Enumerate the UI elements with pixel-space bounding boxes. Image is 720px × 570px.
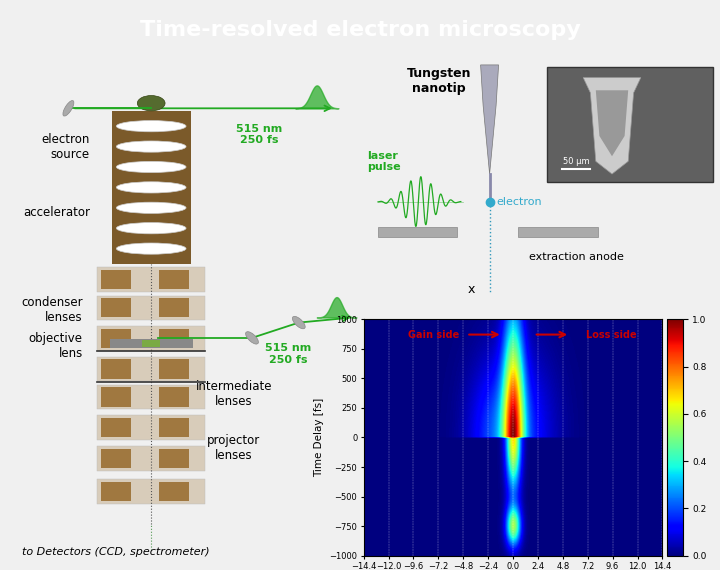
Bar xyxy=(159,329,189,348)
Bar xyxy=(97,446,205,470)
Bar xyxy=(159,298,189,317)
Bar xyxy=(101,449,131,468)
Bar xyxy=(101,482,131,501)
Ellipse shape xyxy=(117,121,186,132)
Bar xyxy=(518,227,598,237)
Bar xyxy=(159,388,189,407)
Bar xyxy=(97,295,205,320)
Text: accelerator: accelerator xyxy=(23,206,90,219)
Text: extraction anode: extraction anode xyxy=(528,253,624,262)
Ellipse shape xyxy=(117,141,186,152)
Ellipse shape xyxy=(117,243,186,254)
Bar xyxy=(101,418,131,437)
Text: 50 μm: 50 μm xyxy=(563,157,589,166)
Text: projector
lenses: projector lenses xyxy=(207,434,261,462)
Bar xyxy=(97,416,205,440)
Bar xyxy=(109,339,193,348)
Text: intermediate
lenses: intermediate lenses xyxy=(196,380,272,408)
Bar xyxy=(97,479,205,504)
Ellipse shape xyxy=(246,332,258,344)
Text: Tungsten
nanotip: Tungsten nanotip xyxy=(407,67,472,95)
Text: 515 nm
250 fs: 515 nm 250 fs xyxy=(265,343,311,365)
Polygon shape xyxy=(583,78,641,174)
Bar xyxy=(101,329,131,348)
Bar xyxy=(378,227,457,237)
Bar xyxy=(97,357,205,381)
Bar xyxy=(101,298,131,317)
Ellipse shape xyxy=(117,182,186,193)
Bar xyxy=(97,267,205,292)
Text: x: x xyxy=(468,283,475,296)
Ellipse shape xyxy=(117,202,186,213)
Text: electron: electron xyxy=(497,197,542,207)
Text: to Detectors (CCD, spectrometer): to Detectors (CCD, spectrometer) xyxy=(22,547,210,557)
Ellipse shape xyxy=(117,161,186,173)
Bar xyxy=(159,482,189,501)
Text: electron
source: electron source xyxy=(42,133,90,161)
Bar xyxy=(159,359,189,378)
Bar xyxy=(547,67,713,182)
Y-axis label: Time Delay [fs]: Time Delay [fs] xyxy=(314,398,324,477)
Polygon shape xyxy=(481,65,498,174)
Text: objective
lens: objective lens xyxy=(29,332,83,360)
Text: condenser
lenses: condenser lenses xyxy=(21,296,83,324)
Bar xyxy=(101,388,131,407)
Text: 515 nm
250 fs: 515 nm 250 fs xyxy=(236,124,282,145)
Polygon shape xyxy=(596,90,628,156)
Ellipse shape xyxy=(63,100,74,116)
Bar xyxy=(101,359,131,378)
Bar xyxy=(97,326,205,351)
Ellipse shape xyxy=(292,316,305,329)
Text: Loss side: Loss side xyxy=(585,329,636,340)
Bar xyxy=(159,418,189,437)
Bar xyxy=(142,340,160,347)
Bar xyxy=(97,385,205,409)
Bar xyxy=(159,449,189,468)
Bar xyxy=(112,111,191,264)
Bar xyxy=(159,270,189,290)
Ellipse shape xyxy=(117,223,186,234)
Text: laser
pulse: laser pulse xyxy=(367,150,401,172)
Bar xyxy=(101,270,131,290)
Text: Gain side: Gain side xyxy=(408,329,459,340)
Ellipse shape xyxy=(138,96,165,111)
Text: Time-resolved electron microscopy: Time-resolved electron microscopy xyxy=(140,20,580,40)
